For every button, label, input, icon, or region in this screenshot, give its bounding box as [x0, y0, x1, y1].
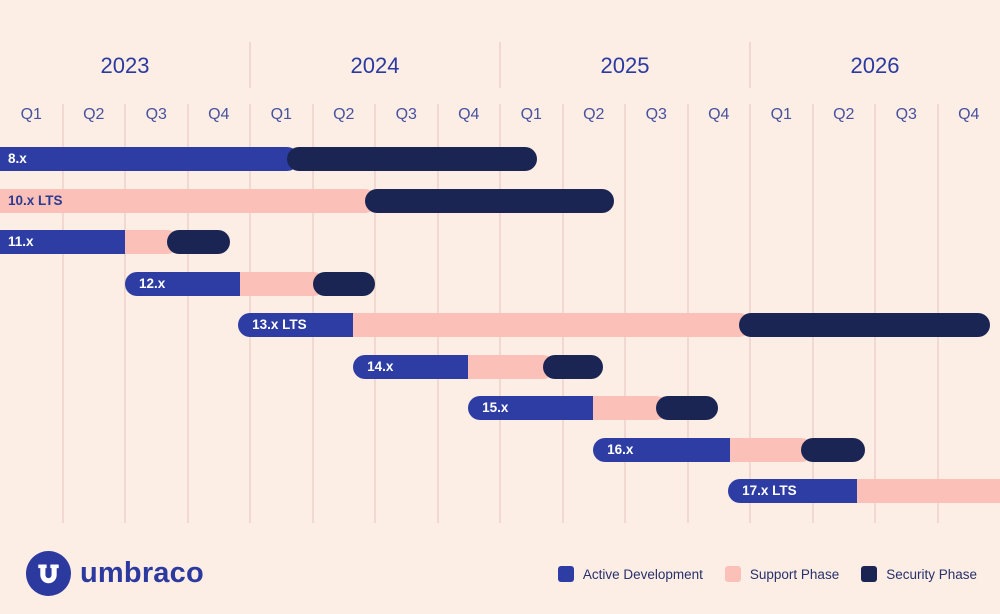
version-label: 16.x — [607, 441, 634, 457]
bar-base — [353, 354, 556, 379]
version-label: 14.x — [367, 358, 394, 374]
security-phase-segment — [738, 313, 990, 337]
year-divider-line — [249, 42, 251, 88]
bar-base — [468, 396, 669, 420]
year-label: 2026 — [850, 53, 900, 78]
support-phase-segment — [856, 479, 1000, 503]
year-label: 2023 — [100, 53, 150, 78]
active-phase-segment — [728, 479, 857, 503]
quarter-label: Q4 — [208, 106, 230, 123]
active-phase-segment — [593, 437, 730, 462]
version-label: 10.x LTS — [8, 192, 63, 208]
quarter-label: Q2 — [833, 106, 855, 123]
version-bar: 17.x LTS — [728, 479, 1000, 503]
version-label: 13.x LTS — [252, 317, 307, 332]
support-phase-segment — [468, 354, 556, 379]
active-phase-segment — [125, 271, 240, 296]
quarter-label: Q4 — [458, 106, 480, 123]
security-phase-segment — [656, 396, 719, 420]
support-phase-segment — [0, 188, 377, 213]
legend-label: Support Phase — [749, 566, 840, 582]
version-bar: 16.x — [593, 437, 865, 462]
legend-item-active: Active Development — [557, 566, 703, 582]
active-phase-segment — [353, 354, 469, 379]
quarter-label: Q4 — [958, 106, 980, 123]
active-phase-segment — [0, 230, 125, 254]
legend-swatch-active — [557, 566, 574, 582]
legend-swatch-security — [861, 566, 878, 582]
support-phase-segment — [730, 437, 814, 462]
quarter-label: Q3 — [645, 106, 667, 123]
quarter-label: Q2 — [83, 106, 105, 123]
support-phase-segment — [353, 313, 751, 337]
version-label: 15.x — [482, 400, 509, 415]
umbraco-logo: umbraco — [26, 551, 204, 596]
version-bar: 14.x — [353, 354, 604, 379]
active-phase-segment — [468, 396, 594, 420]
year-divider-line — [749, 42, 751, 88]
bar-base — [593, 437, 814, 462]
security-phase-segment — [543, 354, 604, 379]
umbraco-logo-icon — [26, 551, 71, 596]
bar-base — [238, 313, 751, 337]
support-phase-segment — [240, 271, 325, 296]
security-phase-segment — [801, 437, 865, 462]
version-label: 8.x — [8, 151, 27, 166]
version-label: 12.x — [139, 275, 166, 291]
bar-base — [0, 147, 299, 171]
bar-base — [728, 479, 1000, 503]
version-label: 17.x LTS — [742, 483, 797, 498]
quarter-label: Q1 — [520, 106, 542, 123]
quarter-label: Q1 — [20, 106, 42, 123]
security-phase-segment — [365, 188, 614, 213]
quarter-label: Q2 — [333, 106, 355, 123]
quarter-label: Q3 — [395, 106, 417, 123]
active-phase-segment — [0, 147, 299, 171]
legend-label: Security Phase — [886, 566, 977, 582]
quarter-label: Q3 — [895, 106, 917, 123]
support-phase-segment — [593, 396, 669, 420]
quarter-label: Q4 — [708, 106, 730, 123]
quarter-label: Q2 — [583, 106, 605, 123]
version-label: 11.x — [8, 234, 34, 249]
bar-base — [0, 188, 377, 213]
version-bar: 11.x — [0, 230, 230, 254]
legend-item-support: Support Phase — [724, 566, 840, 582]
legend-item-security: Security Phase — [861, 566, 977, 582]
quarter-gridline — [124, 104, 126, 523]
bar-base — [125, 271, 325, 296]
quarter-label: Q1 — [270, 106, 292, 123]
version-bar: 13.x LTS — [238, 313, 990, 337]
legend-swatch-support — [724, 566, 741, 582]
active-phase-segment — [238, 313, 354, 337]
year-label: 2024 — [350, 53, 400, 78]
version-bar: 15.x — [468, 396, 719, 420]
version-bar: 10.x LTS — [0, 188, 614, 213]
year-divider-line — [499, 42, 501, 88]
quarter-label: Q1 — [770, 106, 792, 123]
security-phase-segment — [286, 147, 537, 171]
security-phase-segment — [166, 230, 230, 254]
security-phase-segment — [312, 271, 375, 296]
umbraco-wordmark: umbraco — [80, 557, 204, 589]
version-bar: 12.x — [125, 271, 375, 296]
legend: Active Development Support Phase Security … — [557, 566, 977, 582]
quarter-gridline — [186, 104, 189, 523]
quarter-gridline — [61, 104, 64, 523]
legend-label: Active Development — [582, 566, 703, 582]
year-label: 2025 — [600, 53, 650, 78]
quarter-label: Q3 — [145, 106, 167, 123]
version-bar: 8.x — [0, 147, 537, 171]
